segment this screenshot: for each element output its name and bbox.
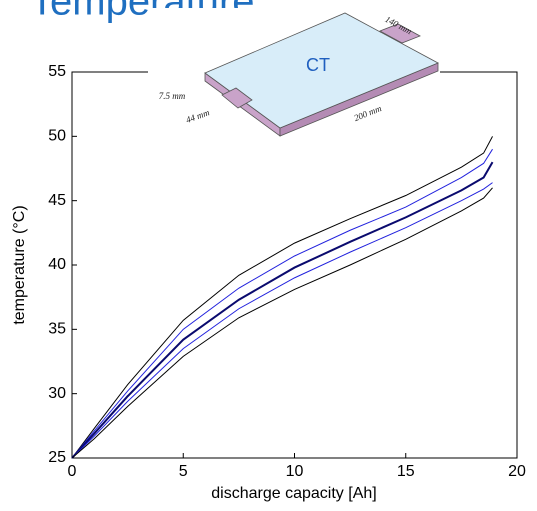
y-tick-label: 35	[48, 321, 66, 338]
x-tick-label: 15	[397, 463, 415, 480]
y-axis-label: temperature (°C)	[11, 205, 28, 324]
dimension-label: 7.5 mm	[159, 91, 186, 101]
cell-top	[204, 12, 439, 129]
y-tick-label: 40	[48, 256, 66, 273]
plot-area: 0 5 10 15 20 25 30 35 40 45 50 55	[48, 63, 526, 480]
cell-tab	[379, 23, 421, 44]
x-tick-label: 0	[68, 463, 77, 480]
cell-tab	[221, 87, 253, 109]
data-line	[71, 136, 493, 459]
y-tick-label: 55	[48, 63, 66, 80]
x-tick-label: 10	[286, 463, 304, 480]
x-tick-label: 5	[179, 463, 188, 480]
inset-label: CT	[306, 55, 330, 75]
x-tick-label: 20	[508, 463, 526, 480]
data-line	[71, 187, 493, 459]
y-tick-label: 50	[48, 128, 66, 145]
y-tick-label: 45	[48, 192, 66, 209]
data-line	[71, 148, 493, 459]
y-tick-label: 30	[48, 385, 66, 402]
inset-cell: CT 140 mm 7.5 mm 44 mm 200 mm	[148, 8, 440, 142]
x-axis-label: discharge capacity [Ah]	[211, 485, 376, 502]
y-tick-label: 25	[48, 449, 66, 466]
data-line	[71, 182, 493, 459]
data-line	[71, 161, 494, 459]
